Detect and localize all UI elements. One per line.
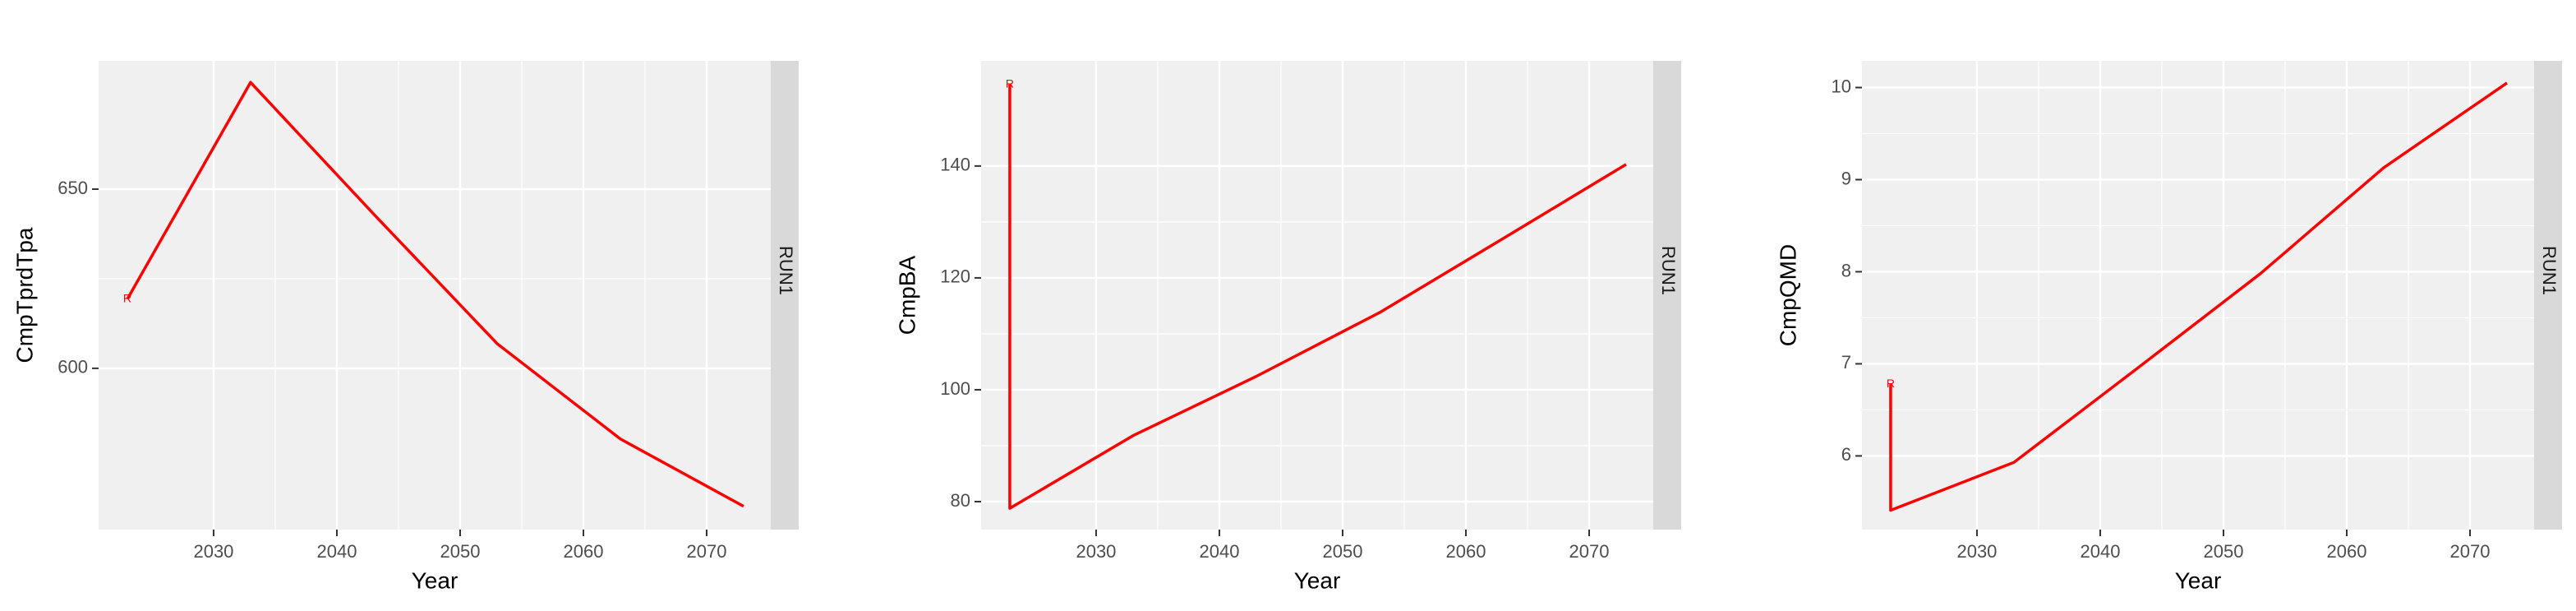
x-tick-label: 2030 — [193, 541, 233, 562]
y-tick-label: 6 — [1841, 444, 1851, 465]
strip-label: RUN1 — [2539, 246, 2560, 295]
strip-label: RUN1 — [1658, 246, 1679, 295]
x-tick-label: 2050 — [1323, 541, 1363, 562]
x-tick-label: 2050 — [440, 541, 481, 562]
x-tick-label: 2050 — [2204, 541, 2244, 562]
x-tick-label: 2060 — [1446, 541, 1486, 562]
strip-background — [2534, 61, 2562, 530]
x-tick-label: 2070 — [687, 541, 727, 562]
x-tick-label: 2030 — [1956, 541, 1997, 562]
panel-background — [1862, 61, 2534, 530]
x-tick-label: 2060 — [2327, 541, 2367, 562]
x-axis-title: Year — [1294, 567, 1341, 593]
panel-background — [981, 61, 1653, 530]
data-line — [1008, 84, 1627, 510]
x-tick-label: 2060 — [564, 541, 604, 562]
strip-label: RUN1 — [776, 246, 796, 295]
y-tick-label: 140 — [940, 155, 970, 175]
strip-background — [1653, 61, 1681, 530]
y-tick-label: 650 — [58, 178, 88, 198]
y-tick-label: 100 — [940, 378, 970, 399]
annotation: R — [1006, 76, 1014, 90]
x-axis-title: Year — [2175, 567, 2222, 593]
x-tick-label: 2070 — [2450, 541, 2491, 562]
y-tick-label: 8 — [1841, 260, 1851, 280]
data-line — [1889, 81, 2508, 512]
y-tick-label: 600 — [58, 357, 88, 377]
y-tick-label: 9 — [1841, 168, 1851, 188]
annotation: R — [1887, 377, 1895, 390]
y-tick-label: 7 — [1841, 352, 1851, 373]
y-tick-label: 120 — [940, 266, 970, 287]
y-tick-label: 80 — [951, 490, 970, 511]
x-tick-label: 2040 — [316, 541, 357, 562]
data-line — [126, 81, 744, 508]
x-tick-label: 2040 — [1199, 541, 1239, 562]
annotation: R — [123, 291, 131, 304]
y-axis-title: CmpBA — [894, 255, 919, 335]
y-axis-title: CmpQMD — [1775, 244, 1800, 346]
x-tick-label: 2040 — [2080, 541, 2120, 562]
y-axis-title: CmpTprdTpa — [12, 227, 37, 363]
panel-background — [99, 61, 771, 530]
x-tick-label: 2070 — [1569, 541, 1610, 562]
x-axis-title: Year — [412, 567, 459, 593]
y-tick-label: 10 — [1832, 76, 1851, 96]
x-tick-label: 2030 — [1076, 541, 1116, 562]
strip-background — [771, 61, 799, 530]
